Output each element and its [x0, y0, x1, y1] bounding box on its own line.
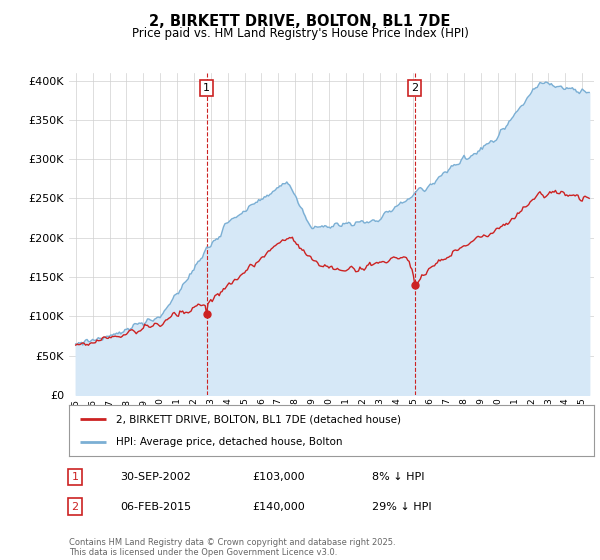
Text: 2: 2 — [71, 502, 79, 512]
Text: 06-FEB-2015: 06-FEB-2015 — [120, 502, 191, 512]
Text: 8% ↓ HPI: 8% ↓ HPI — [372, 472, 425, 482]
Text: 30-SEP-2002: 30-SEP-2002 — [120, 472, 191, 482]
Text: £103,000: £103,000 — [252, 472, 305, 482]
Text: 1: 1 — [203, 83, 210, 93]
Text: 1: 1 — [71, 472, 79, 482]
Text: Contains HM Land Registry data © Crown copyright and database right 2025.
This d: Contains HM Land Registry data © Crown c… — [69, 538, 395, 557]
Text: £140,000: £140,000 — [252, 502, 305, 512]
Text: 29% ↓ HPI: 29% ↓ HPI — [372, 502, 431, 512]
Text: 2: 2 — [411, 83, 418, 93]
Text: Price paid vs. HM Land Registry's House Price Index (HPI): Price paid vs. HM Land Registry's House … — [131, 27, 469, 40]
Text: 2, BIRKETT DRIVE, BOLTON, BL1 7DE (detached house): 2, BIRKETT DRIVE, BOLTON, BL1 7DE (detac… — [116, 414, 401, 424]
Text: 2, BIRKETT DRIVE, BOLTON, BL1 7DE: 2, BIRKETT DRIVE, BOLTON, BL1 7DE — [149, 14, 451, 29]
Text: HPI: Average price, detached house, Bolton: HPI: Average price, detached house, Bolt… — [116, 437, 343, 447]
